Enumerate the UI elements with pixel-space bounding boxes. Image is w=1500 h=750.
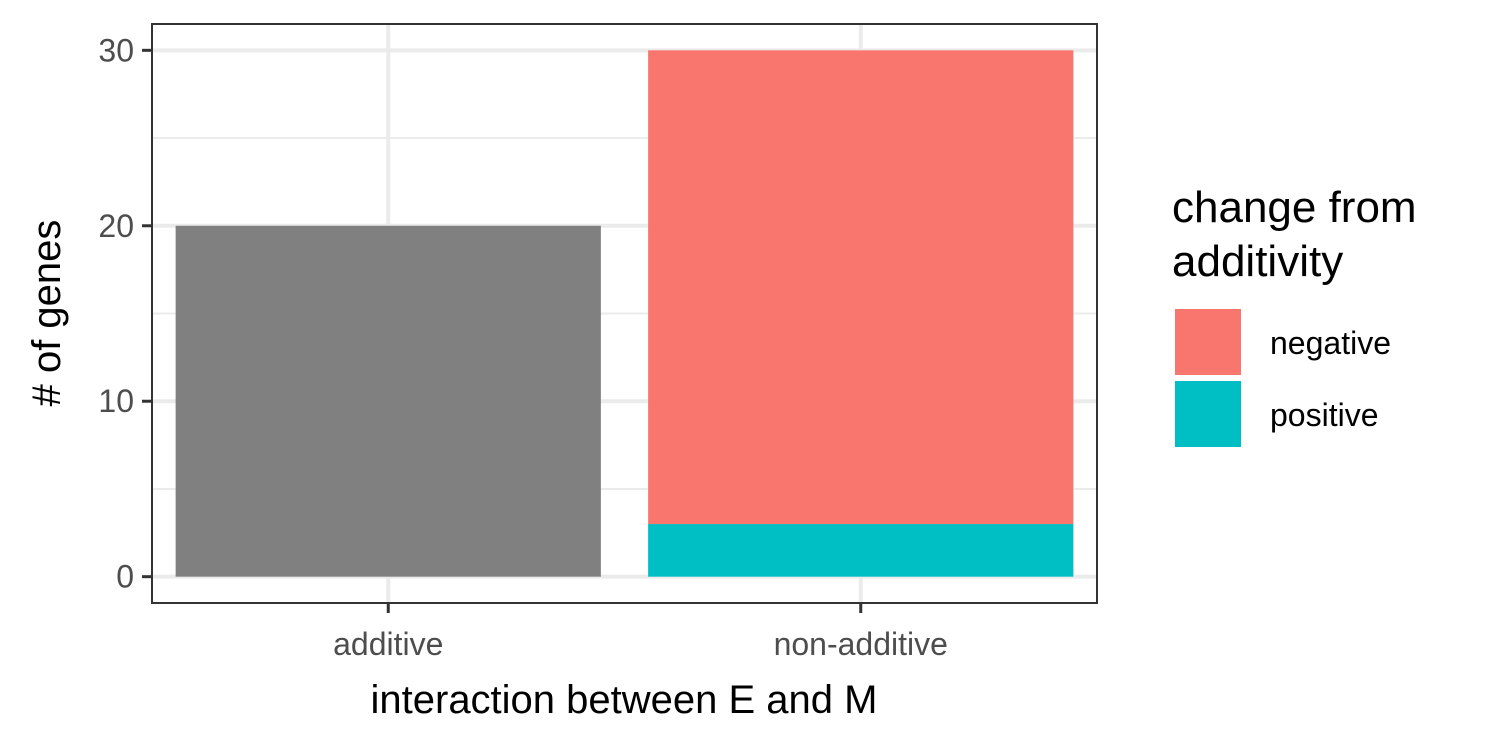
legend-items: negative positive <box>1175 309 1391 447</box>
legend-swatch <box>1175 381 1241 447</box>
panel-border <box>151 23 1098 604</box>
bar-segment <box>648 524 1074 577</box>
bars <box>175 50 1074 577</box>
legend-title-line-1: change from <box>1172 183 1417 232</box>
legend-label: negative <box>1270 325 1391 361</box>
plot-panel <box>151 23 1098 604</box>
x-tick-label: non-additive <box>774 626 948 662</box>
bar-segment <box>175 225 601 577</box>
legend-label: positive <box>1270 397 1379 433</box>
y-tick-label: 10 <box>98 383 134 419</box>
x-axis-title: interaction between E and M <box>371 678 878 722</box>
y-tick-label: 0 <box>116 559 134 595</box>
y-tick-label: 30 <box>98 32 134 68</box>
bar-segment <box>648 50 1074 525</box>
y-tick-label: 20 <box>98 208 134 244</box>
x-tick-label: additive <box>333 626 443 662</box>
y-axis: 0 10 20 30 <box>98 32 152 595</box>
y-axis-title: # of genes <box>25 220 69 407</box>
x-axis: additive non-additive <box>333 603 948 662</box>
legend: change from additivity negative positive <box>1172 183 1417 447</box>
legend-title-line-2: additivity <box>1172 237 1343 286</box>
legend-swatch <box>1175 309 1241 375</box>
